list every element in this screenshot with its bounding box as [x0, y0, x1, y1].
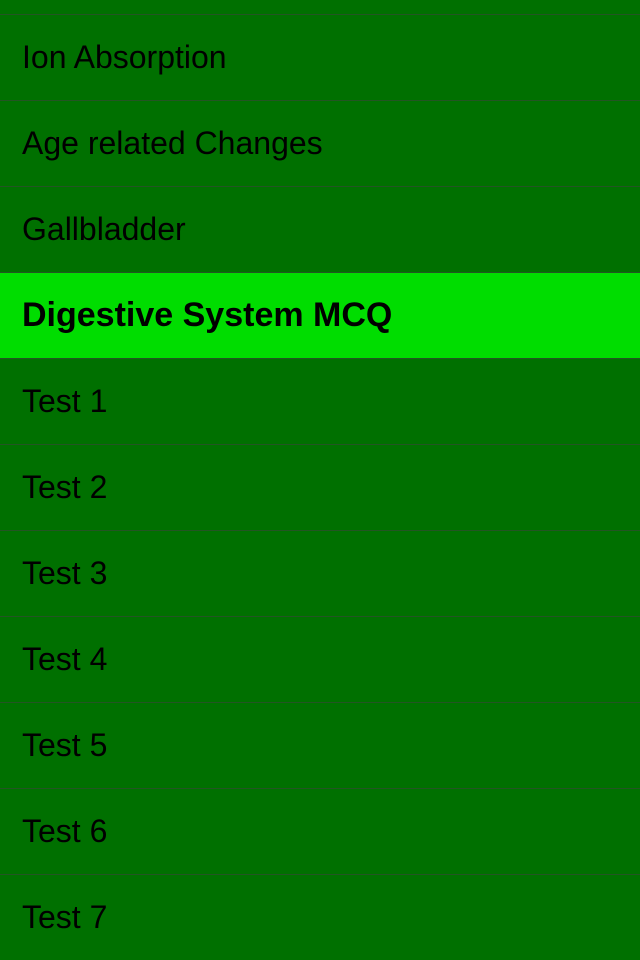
list-item-label: Test 7	[22, 899, 107, 936]
list-container: Ion Absorption Age related Changes Gallb…	[0, 0, 640, 960]
list-item-label: Test 3	[22, 555, 107, 592]
list-item-label: Ion Absorption	[22, 39, 227, 76]
list-item-label: Test 2	[22, 469, 107, 506]
list-item-test-5[interactable]: Test 5	[0, 702, 640, 788]
list-item-partial[interactable]	[0, 0, 640, 14]
list-item-label: Test 1	[22, 383, 107, 420]
list-item-test-7[interactable]: Test 7	[0, 874, 640, 960]
list-item-label: Age related Changes	[22, 125, 323, 162]
list-item-ion-absorption[interactable]: Ion Absorption	[0, 14, 640, 100]
section-header-digestive-system-mcq: Digestive System MCQ	[0, 272, 640, 358]
list-item-test-6[interactable]: Test 6	[0, 788, 640, 874]
list-item-label: Test 6	[22, 813, 107, 850]
list-item-label: Gallbladder	[22, 211, 186, 248]
list-item-test-2[interactable]: Test 2	[0, 444, 640, 530]
list-item-gallbladder[interactable]: Gallbladder	[0, 186, 640, 272]
list-item-age-related-changes[interactable]: Age related Changes	[0, 100, 640, 186]
list-item-label: Test 5	[22, 727, 107, 764]
list-item-label: Test 4	[22, 641, 107, 678]
list-item-test-4[interactable]: Test 4	[0, 616, 640, 702]
list-item-test-3[interactable]: Test 3	[0, 530, 640, 616]
section-header-label: Digestive System MCQ	[22, 296, 392, 335]
list-item-test-1[interactable]: Test 1	[0, 358, 640, 444]
